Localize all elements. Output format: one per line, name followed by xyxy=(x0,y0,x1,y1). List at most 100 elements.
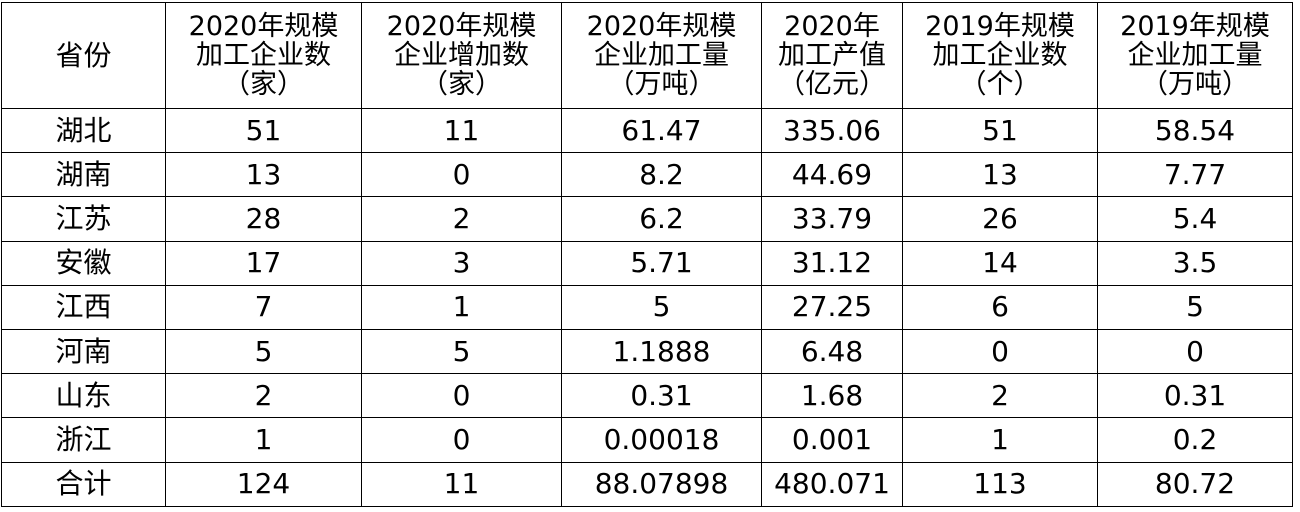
table-row: 浙江 1 0 0.00018 0.001 1 0.2 xyxy=(1,417,1293,463)
column-header-5: 2019年规模 加工企业数 （个） xyxy=(902,2,1098,109)
value-cell: 5 xyxy=(165,328,362,375)
value-cell: 80.72 xyxy=(1097,461,1293,507)
value-cell: 0.001 xyxy=(761,417,903,463)
value-cell: 27.25 xyxy=(761,284,903,330)
column-header-3: 2020年规模 企业加工量 （万吨） xyxy=(561,2,762,109)
column-header-line: 加工企业数 xyxy=(932,40,1068,71)
value-cell: 2 xyxy=(902,373,1098,419)
value-cell: 6.2 xyxy=(561,196,762,242)
value-cell: 113 xyxy=(902,461,1098,507)
value-cell: 14 xyxy=(902,240,1098,286)
province-cell: 合计 xyxy=(1,461,166,507)
column-header-2: 2020年规模 企业增加数 （家） xyxy=(361,2,562,109)
table-row: 湖北 51 11 61.47 335.06 51 58.54 xyxy=(1,107,1293,154)
column-header-line: 2019年规模 xyxy=(1120,11,1270,42)
province-cell: 湖北 xyxy=(1,107,166,154)
province-cell: 江苏 xyxy=(1,196,166,242)
value-cell: 11 xyxy=(361,107,562,154)
value-cell: 61.47 xyxy=(561,107,762,154)
value-cell: 0 xyxy=(361,152,562,198)
column-header-line: 2020年规模 xyxy=(386,11,537,42)
value-cell: 124 xyxy=(165,461,362,507)
column-header-line: 2020年 xyxy=(784,11,880,42)
header-row: 省份 2020年规模 加工企业数 （家） 2020年规模 企业增加数 （家） 2020年规模企… xyxy=(1,2,1293,109)
value-cell: 5.4 xyxy=(1097,196,1293,242)
value-cell: 0 xyxy=(361,417,562,463)
province-cell: 浙江 xyxy=(1,417,166,463)
value-cell: 0 xyxy=(361,373,562,419)
value-cell: 31.12 xyxy=(761,240,903,286)
value-cell: 7 xyxy=(165,284,362,330)
value-cell: 51 xyxy=(902,107,1098,154)
column-header-line: （家） xyxy=(421,69,502,100)
column-header-4: 2020年 加工产值 （亿元） xyxy=(761,2,903,109)
value-cell: 13 xyxy=(165,152,362,198)
value-cell: 11 xyxy=(361,461,562,507)
column-header-0: 省份 xyxy=(1,2,166,109)
column-header-6: 2019年规模 企业加工量 （万吨） xyxy=(1097,2,1293,109)
column-header-line: 2020年规模 xyxy=(586,11,737,42)
value-cell: 33.79 xyxy=(761,196,903,242)
value-cell: 1.68 xyxy=(761,373,903,419)
table-row: 河南 5 5 1.1888 6.48 0 0 xyxy=(1,328,1293,375)
column-header-line: （家） xyxy=(223,69,304,100)
column-header-line: 企业增加数 xyxy=(394,40,529,71)
value-cell: 6 xyxy=(902,284,1098,330)
value-cell: 335.06 xyxy=(761,107,903,154)
value-cell: 28 xyxy=(165,196,362,242)
value-cell: 26 xyxy=(902,196,1098,242)
value-cell: 6.48 xyxy=(761,328,903,375)
table-row: 江西 7 1 5 27.25 6 5 xyxy=(1,284,1293,330)
column-header-line: 省份 xyxy=(55,39,112,72)
value-cell: 8.2 xyxy=(561,152,762,198)
value-cell: 0.31 xyxy=(1097,373,1293,419)
column-header-line: 加工产值 xyxy=(778,40,886,71)
value-cell: 2 xyxy=(165,373,362,419)
province-cell: 山东 xyxy=(1,373,166,419)
table-row: 山东 2 0 0.31 1.68 2 0.31 xyxy=(1,373,1293,419)
value-cell: 0 xyxy=(902,328,1098,375)
value-cell: 3.5 xyxy=(1097,240,1293,286)
value-cell: 13 xyxy=(902,152,1098,198)
table-row: 江苏 28 2 6.2 33.79 26 5.4 xyxy=(1,196,1293,242)
value-cell: 0.00018 xyxy=(561,417,762,463)
value-cell: 0 xyxy=(1097,328,1293,375)
column-header-line: 2019年规模 xyxy=(925,11,1075,42)
province-cell: 河南 xyxy=(1,328,166,375)
value-cell: 0.2 xyxy=(1097,417,1293,463)
value-cell: 58.54 xyxy=(1097,107,1293,154)
value-cell: 1 xyxy=(902,417,1098,463)
value-cell: 5 xyxy=(561,284,762,330)
value-cell: 480.071 xyxy=(761,461,903,507)
table-row: 合计 124 11 88.07898 480.071 113 80.72 xyxy=(1,461,1293,507)
value-cell: 88.07898 xyxy=(561,461,762,507)
province-cell: 江西 xyxy=(1,284,166,330)
value-cell: 2 xyxy=(361,196,562,242)
column-header-line: 企业加工量 xyxy=(594,40,729,71)
value-cell: 5 xyxy=(361,328,562,375)
value-cell: 5.71 xyxy=(561,240,762,286)
column-header-line: （万吨） xyxy=(607,69,716,100)
column-header-line: （个） xyxy=(959,69,1041,100)
column-header-line: 2020年规模 xyxy=(188,11,339,42)
table-header: 省份 2020年规模 加工企业数 （家） 2020年规模 企业增加数 （家） 2020年规模企… xyxy=(1,2,1293,109)
province-cell: 安徽 xyxy=(1,240,166,286)
province-cell: 湖南 xyxy=(1,152,166,198)
column-header-line: （万吨） xyxy=(1141,69,1249,100)
value-cell: 1 xyxy=(361,284,562,330)
value-cell: 7.77 xyxy=(1097,152,1293,198)
value-cell: 3 xyxy=(361,240,562,286)
column-header-line: 加工企业数 xyxy=(196,40,331,71)
column-header-1: 2020年规模 加工企业数 （家） xyxy=(165,2,362,109)
value-cell: 5 xyxy=(1097,284,1293,330)
column-header-line: （亿元） xyxy=(778,69,886,100)
table-body: 湖北 51 11 61.47 335.06 51 58.54 湖南 13 0 8.2 44.69 13 7… xyxy=(1,107,1293,507)
value-cell: 1 xyxy=(165,417,362,463)
column-header-line: 企业加工量 xyxy=(1127,40,1263,71)
table-row: 安徽 17 3 5.71 31.12 14 3.5 xyxy=(1,240,1293,286)
value-cell: 0.31 xyxy=(561,373,762,419)
value-cell: 1.1888 xyxy=(561,328,762,375)
value-cell: 17 xyxy=(165,240,362,286)
value-cell: 51 xyxy=(165,107,362,154)
